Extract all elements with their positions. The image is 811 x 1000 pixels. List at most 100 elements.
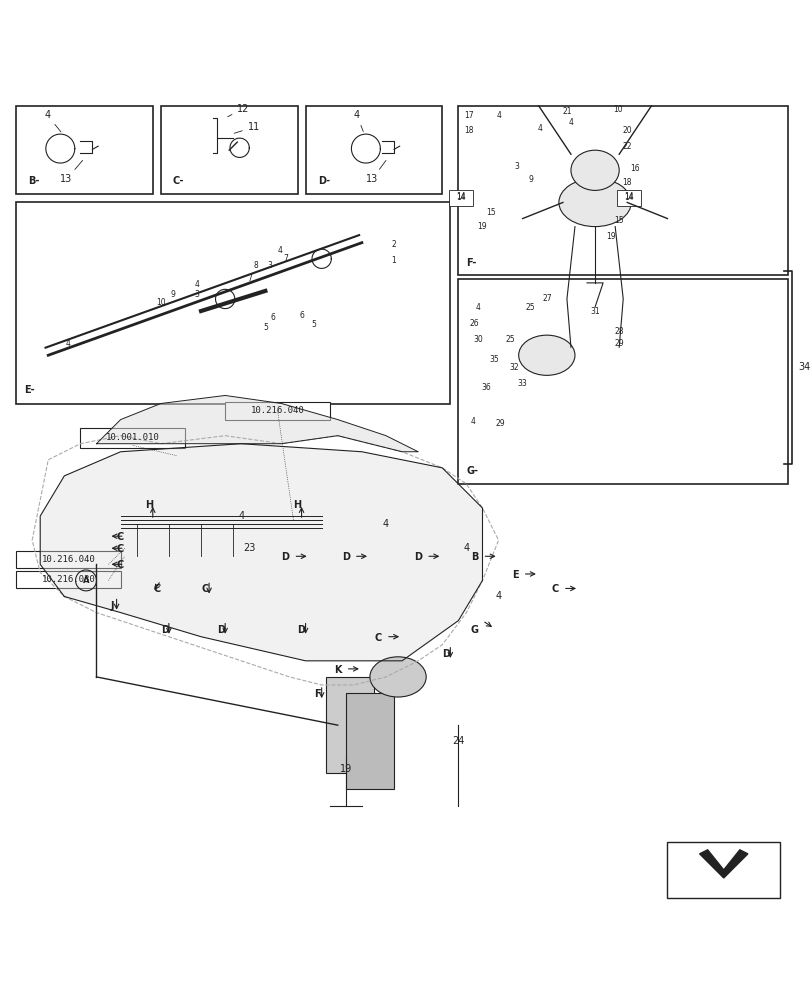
Text: C: C [117,560,124,570]
Text: D-: D- [317,176,329,186]
Text: 10.001.010: 10.001.010 [105,433,160,442]
Text: 22: 22 [622,142,631,151]
Text: 4: 4 [238,511,244,521]
Text: 3: 3 [514,162,519,171]
Text: 14: 14 [456,192,465,201]
Text: 15: 15 [485,208,495,217]
Text: 36: 36 [481,383,491,392]
Text: 4: 4 [195,280,200,289]
Bar [16,571,121,588]
Text: 25: 25 [526,303,535,312]
Ellipse shape [558,178,630,227]
Text: H: H [293,500,301,510]
Text: 5: 5 [263,323,268,332]
Text: B: B [470,552,478,562]
Text: 1: 1 [391,256,396,265]
Text: 13: 13 [60,160,83,184]
Text: 18: 18 [622,178,631,187]
Text: C: C [201,584,208,594]
Text: 19: 19 [339,764,351,774]
Bar [16,551,121,568]
Bar [16,106,152,194]
Text: 3: 3 [195,290,200,299]
Text: 11: 11 [234,122,260,133]
Text: D: D [281,552,290,562]
Text: 10: 10 [612,105,622,114]
Text: D: D [161,625,169,635]
Text: A: A [83,576,89,585]
Text: C: C [374,633,381,643]
Text: F: F [314,689,320,699]
Text: 2: 2 [391,240,396,249]
Text: 10.216.040: 10.216.040 [41,555,95,564]
Text: 6: 6 [271,313,276,322]
Text: 33: 33 [517,379,527,388]
Text: C: C [117,544,124,554]
Text: 27: 27 [542,294,551,303]
Text: 21: 21 [561,107,571,116]
Bar [667,842,779,898]
Text: J: J [110,601,114,611]
Text: 4: 4 [354,110,363,132]
Text: 17: 17 [463,111,473,120]
Ellipse shape [570,150,619,190]
Text: 4: 4 [44,110,61,132]
Text: E: E [512,570,518,580]
Text: H: H [144,500,152,510]
Text: 31: 31 [590,307,599,316]
Text: D: D [297,625,305,635]
Bar [305,106,442,194]
Text: F-: F- [466,258,476,268]
Bar [457,106,787,275]
Text: 29: 29 [614,339,623,348]
Text: 15: 15 [614,216,623,225]
Text: 32: 32 [509,363,519,372]
Text: 19: 19 [606,232,616,241]
Text: 4: 4 [463,543,469,553]
Text: 4: 4 [383,519,388,529]
Text: G-: G- [466,466,478,476]
Text: D: D [442,649,450,659]
Text: 13: 13 [366,160,385,184]
Bar [161,106,297,194]
Ellipse shape [518,335,574,375]
Text: 4: 4 [470,417,474,426]
Text: 9: 9 [528,175,533,184]
Text: C: C [153,584,161,594]
Text: 19: 19 [477,222,487,231]
Text: G: G [470,625,478,635]
Text: 26: 26 [469,319,478,328]
Text: 20: 20 [622,126,631,135]
Text: C: C [117,532,124,542]
Text: 25: 25 [505,335,515,344]
Text: 4: 4 [568,118,573,127]
Text: 4: 4 [277,246,282,255]
Text: D: D [217,625,225,635]
Text: 10.216.040: 10.216.040 [251,406,304,415]
Bar [80,428,185,448]
Text: 16: 16 [629,164,639,173]
Text: 7: 7 [283,254,288,263]
Bar [616,190,640,206]
Text: 14: 14 [624,193,633,202]
Text: K: K [334,665,341,675]
Text: 4: 4 [496,111,500,120]
Text: 14: 14 [456,193,465,202]
Text: 4: 4 [538,124,543,133]
Text: 7: 7 [247,274,251,283]
Bar [457,279,787,484]
Bar [325,677,374,773]
Text: 3: 3 [267,261,272,270]
Polygon shape [41,444,482,661]
Text: 10: 10 [156,298,165,307]
Text: 24: 24 [452,736,464,746]
Text: 5: 5 [311,320,315,329]
Text: 4: 4 [66,339,71,348]
Bar [345,693,393,789]
Text: 4: 4 [495,591,501,601]
Text: 23: 23 [242,543,255,553]
Text: 28: 28 [614,327,623,336]
Bar [16,202,450,404]
Text: 35: 35 [489,355,499,364]
Text: 4: 4 [475,303,480,312]
